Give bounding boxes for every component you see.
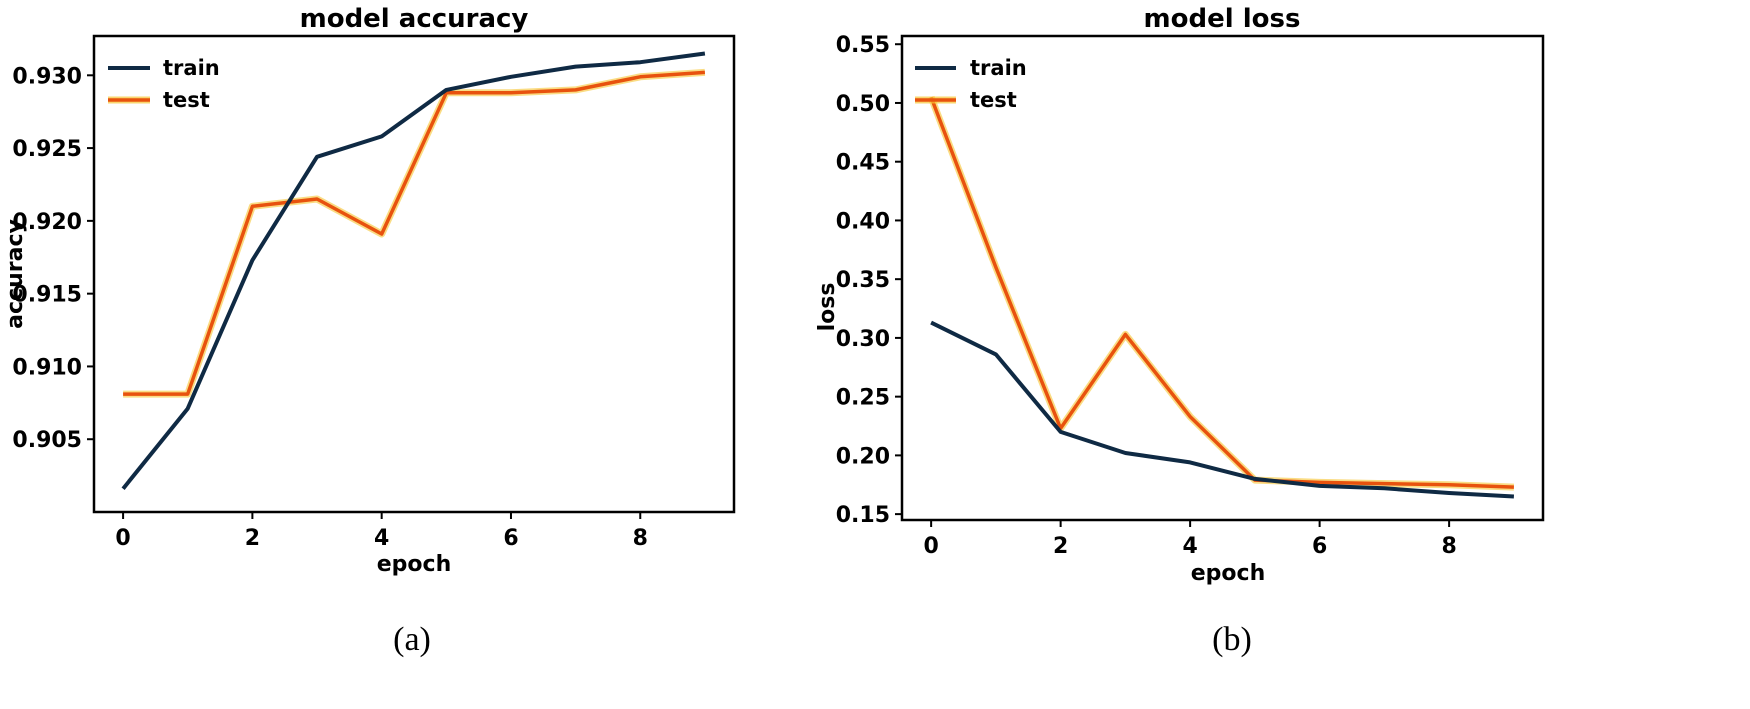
y-tick-label: 0.920 <box>12 210 82 235</box>
x-tick-label: 2 <box>245 526 260 551</box>
y-axis-label-loss: loss <box>815 283 840 332</box>
y-tick-label: 0.15 <box>836 503 890 528</box>
y-tick-label: 0.20 <box>836 444 890 469</box>
y-tick-label: 0.905 <box>12 428 82 453</box>
x-tick-label: 4 <box>374 526 389 551</box>
legend-label-test-loss: test <box>970 88 1017 112</box>
y-ticks-loss: 0.15 0.20 0.25 0.30 0.35 0.40 0.45 0.50 0.55 <box>836 33 902 528</box>
chart-title-loss: model loss <box>1144 4 1301 34</box>
x-tick-label: 8 <box>633 526 648 551</box>
y-tick-label: 0.40 <box>836 209 890 234</box>
series-line-test <box>929 96 1514 489</box>
chart-panel-loss: model loss epoch loss 0.150.200.250.300.… <box>815 4 1545 658</box>
caption-b: (b) <box>1212 621 1252 658</box>
series-line-train <box>121 51 706 490</box>
series-line-test <box>123 70 706 396</box>
chart-title-accuracy: model accuracy <box>300 4 529 34</box>
plot-frame-loss <box>900 34 1545 522</box>
legend-label-train-loss: train <box>970 56 1027 80</box>
legend-loss: train test <box>915 56 1027 112</box>
series-lines-accuracy <box>121 51 706 490</box>
legend-label-test-accuracy: test <box>163 88 210 112</box>
x-tick-label: 6 <box>1312 534 1327 559</box>
x-tick-label: 4 <box>1182 534 1197 559</box>
y-tick-label: 0.910 <box>12 355 82 380</box>
x-tick-label: 0 <box>923 534 938 559</box>
x-tick-label: 6 <box>503 526 518 551</box>
y-tick-label: 0.45 <box>836 151 890 176</box>
x-axis-label-loss: epoch <box>1191 561 1266 586</box>
y-tick-label: 0.925 <box>12 137 82 162</box>
y-tick-label: 0.25 <box>836 386 890 411</box>
y-tick-label: 0.50 <box>836 92 890 117</box>
legend-label-train-accuracy: train <box>163 56 220 80</box>
caption-a: (a) <box>393 621 431 658</box>
y-ticks-accuracy: 0.905 0.910 0.915 0.920 0.925 0.930 <box>12 64 94 453</box>
x-ticks-loss: 0 2 4 6 8 <box>923 520 1457 559</box>
y-tick-label: 0.35 <box>836 268 890 293</box>
y-tick-label: 0.30 <box>836 327 890 352</box>
series-lines-loss <box>927 95 1515 499</box>
x-tick-label: 2 <box>1053 534 1068 559</box>
y-tick-label: 0.915 <box>12 283 82 308</box>
y-tick-label: 0.55 <box>836 33 890 58</box>
y-axis-label-accuracy: accuracy <box>3 219 28 329</box>
legend-accuracy: train test <box>108 56 220 112</box>
x-tick-label: 8 <box>1441 534 1456 559</box>
x-ticks-accuracy: 0 2 4 6 8 <box>115 512 648 551</box>
x-tick-label: 0 <box>115 526 130 551</box>
chart-panel-accuracy: model accuracy epoch accuracy 0.905 0.910… <box>3 4 736 658</box>
y-tick-label: 0.930 <box>12 64 82 89</box>
series-line-train <box>930 320 1515 499</box>
x-axis-label-accuracy: epoch <box>377 552 452 577</box>
